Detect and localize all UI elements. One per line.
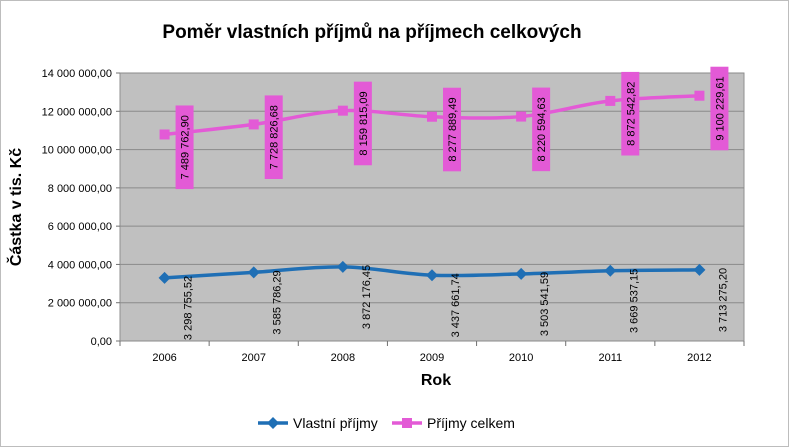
data-point: [516, 111, 527, 122]
data-label: 7 728 826,68: [269, 105, 281, 169]
y-tick-label: 0,00: [91, 336, 112, 348]
data-label: 3 872 176,45: [361, 265, 373, 329]
data-label: 7 489 762,90: [180, 115, 192, 179]
x-axis-ticks: 2006 2007 2008 2009 2010 2011 2012: [119, 341, 745, 364]
y-tick-label: 14 000 000,00: [42, 68, 112, 80]
data-label: 3 585 786,29: [272, 270, 284, 334]
data-point: [337, 105, 348, 116]
data-point: [604, 264, 617, 277]
data-label: 8 277 889,49: [447, 97, 459, 161]
data-label: 3 437 661,74: [450, 273, 462, 337]
data-point: [427, 111, 437, 122]
data-label: 3 503 541,59: [539, 272, 551, 336]
legend-marker: [267, 417, 279, 429]
data-label: 9 100 229,61: [714, 76, 726, 140]
data-label-box: [175, 105, 194, 190]
legend-label: Příjmy celkem: [427, 415, 515, 431]
data-label: 8 159 815,09: [358, 91, 370, 155]
legend-item: Vlastní příjmy: [258, 415, 378, 431]
x-axis-title: Rok: [421, 372, 451, 389]
y-axis-ticks: 0,00 2 000 000,00 4 000 000,00 6 000 000,00…: [42, 68, 120, 348]
data-point: [248, 119, 259, 130]
series-2: 7 489 762,90 7 728 826,68 8 159 815,09 8 27…: [159, 66, 729, 190]
data-point: [247, 266, 260, 279]
y-tick-label: 2 000 000,00: [48, 298, 112, 310]
y-tick-label: 4 000 000,00: [48, 259, 112, 271]
data-point: [515, 267, 528, 280]
x-tick-label: 2010: [509, 352, 533, 364]
data-label-box: [353, 81, 372, 166]
legend-item: Příjmy celkem: [392, 415, 515, 431]
data-label: 8 872 542,82: [625, 82, 637, 146]
data-label-box: [264, 95, 283, 180]
data-label-box: [443, 87, 461, 172]
data-point: [159, 129, 170, 140]
y-tick-label: 10 000 000,00: [42, 145, 112, 157]
data-label-box: [532, 87, 551, 172]
x-tick-label: 2011: [598, 352, 622, 364]
series-1: 3 298 755,52 3 585 786,29 3 872 176,45 3 43…: [158, 260, 729, 340]
data-point: [694, 90, 705, 101]
data-label: 3 669 537,15: [628, 269, 640, 333]
x-tick-label: 2009: [420, 352, 444, 364]
data-point: [426, 269, 438, 282]
data-point: [336, 260, 349, 273]
x-tick-label: 2007: [241, 352, 265, 364]
y-axis-title: Částka v tis. Kč: [6, 148, 25, 266]
series-layer: 3 298 755,52 3 585 786,29 3 872 176,45 3 43…: [158, 66, 729, 340]
data-label: 3 298 755,52: [183, 276, 195, 340]
data-point: [693, 263, 706, 276]
legend-marker: [402, 418, 412, 428]
x-tick-label: 2006: [152, 352, 176, 364]
data-label: 3 713 275,20: [717, 268, 729, 332]
y-tick-label: 12 000 000,00: [42, 106, 112, 118]
data-label-box: [710, 66, 729, 151]
x-tick-label: 2008: [331, 352, 355, 364]
data-label: 8 220 594,63: [536, 97, 548, 161]
legend: Vlastní příjmy Příjmy celkem: [258, 415, 515, 431]
x-tick-label: 2012: [687, 352, 711, 364]
gridlines: [120, 72, 744, 342]
y-tick-label: 8 000 000,00: [48, 183, 112, 195]
data-point: [158, 271, 171, 284]
data-label-box: [621, 71, 640, 156]
legend-label: Vlastní příjmy: [293, 415, 378, 431]
data-point: [605, 95, 616, 106]
chart-title: Poměr vlastních příjmů na příjmech celko…: [162, 22, 581, 43]
y-tick-label: 6 000 000,00: [48, 221, 112, 233]
